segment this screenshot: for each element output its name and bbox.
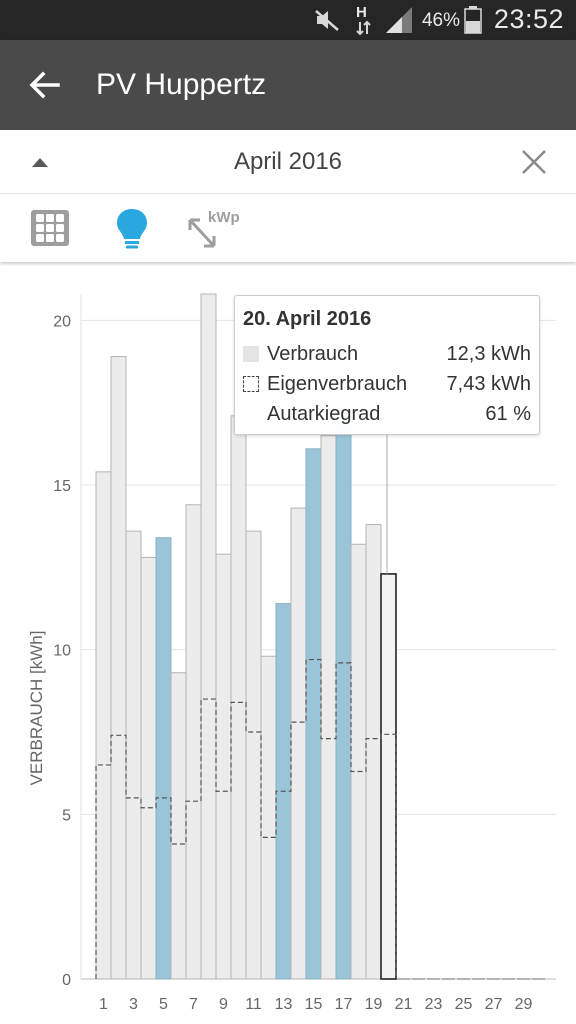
month-label[interactable]: April 2016 xyxy=(233,148,343,175)
tooltip-row-self-consumption: Eigenverbrauch 7,43 kWh xyxy=(243,371,531,397)
battery-icon xyxy=(464,6,482,34)
consumption-bar xyxy=(125,530,142,980)
consumption-chart: 0 5 10 15 20 1 3 5 7 9 11 13 15 17 19 21 23 25 27 29 VERBRA… xyxy=(0,270,576,1024)
x-tick-label: 3 xyxy=(129,996,138,1013)
x-tick-label: 13 xyxy=(275,996,293,1013)
x-tick-label: 21 xyxy=(395,996,413,1013)
tooltip-row-self-sufficiency: Autarkiegrad 61 % xyxy=(243,401,531,427)
x-tick-label: 1 xyxy=(99,996,108,1013)
battery-percent: 46% xyxy=(421,10,460,31)
page-title: PV Huppertz xyxy=(96,68,267,101)
consumption-bar xyxy=(365,524,382,980)
consumption-bar xyxy=(380,573,397,980)
app-bar: PV Huppertz xyxy=(0,40,576,130)
consumption-bar xyxy=(170,672,187,980)
consumption-bar xyxy=(185,504,202,980)
consumption-bar xyxy=(335,408,352,980)
consumption-bar xyxy=(110,356,127,980)
tooltip-title: 20. April 2016 xyxy=(243,308,372,330)
close-icon[interactable] xyxy=(520,148,548,176)
consumption-bar xyxy=(260,655,277,980)
x-tick-label: 11 xyxy=(245,996,262,1013)
month-selector: April 2016 xyxy=(0,130,576,194)
self-consumption-swatch xyxy=(243,376,259,392)
kwp-label: kWp xyxy=(208,209,240,226)
tooltip-label: Verbrauch xyxy=(267,343,359,365)
status-bar: H 46% 23:52 xyxy=(0,0,576,40)
consumption-bar xyxy=(140,556,157,980)
x-tick-label: 27 xyxy=(485,996,503,1013)
tooltip-label: Eigenverbrauch xyxy=(267,373,408,395)
lightbulb-icon[interactable] xyxy=(110,206,154,250)
consumption-swatch xyxy=(243,346,259,362)
y-tick-label: 20 xyxy=(53,313,71,330)
tooltip-label: Autarkiegrad xyxy=(267,403,381,425)
day-tooltip: 20. April 2016 Verbrauch 12,3 kWh Eigenv… xyxy=(234,295,540,435)
consumption-bar xyxy=(290,507,307,980)
x-tick-label: 25 xyxy=(455,996,473,1013)
x-tick-label: 15 xyxy=(305,996,323,1013)
consumption-bar xyxy=(320,435,337,980)
consumption-bar xyxy=(350,543,367,980)
y-axis-label: VERBRAUCH [kWh] xyxy=(27,631,46,786)
consumption-bar xyxy=(95,471,112,980)
arrow-left-icon[interactable] xyxy=(28,68,62,102)
x-tick-label: 17 xyxy=(335,996,353,1013)
x-tick-label: 19 xyxy=(365,996,383,1013)
tooltip-value: 61 % xyxy=(485,403,531,425)
x-tick-label: 23 xyxy=(425,996,443,1013)
x-tick-label: 29 xyxy=(515,996,533,1013)
tooltip-row-consumption: Verbrauch 12,3 kWh xyxy=(243,341,531,367)
y-tick-label: 5 xyxy=(62,807,71,824)
network-type-label: H xyxy=(356,4,367,21)
consumption-bar xyxy=(230,415,247,980)
tooltip-value: 7,43 kWh xyxy=(446,373,531,395)
consumption-bar xyxy=(215,553,232,980)
clock: 23:52 xyxy=(493,4,564,34)
solar-panel-icon[interactable] xyxy=(28,206,72,250)
consumption-bar xyxy=(245,530,262,980)
data-transfer-icon xyxy=(356,20,371,36)
consumption-bar xyxy=(155,537,172,980)
y-tick-label: 0 xyxy=(62,972,71,989)
chart-toolbar: kWp xyxy=(0,194,576,262)
x-tick-label: 7 xyxy=(189,996,198,1013)
consumption-bar xyxy=(305,448,322,980)
x-tick-label: 5 xyxy=(159,996,168,1013)
triangle-up-icon[interactable] xyxy=(28,154,52,170)
signal-icon xyxy=(386,7,412,33)
consumption-bar xyxy=(200,293,217,980)
y-tick-label: 15 xyxy=(53,478,71,495)
x-tick-label: 9 xyxy=(219,996,228,1013)
tooltip-value: 12,3 kWh xyxy=(446,343,531,365)
y-tick-label: 10 xyxy=(53,643,71,660)
kwp-scale-icon[interactable]: kWp xyxy=(184,206,248,250)
mute-icon xyxy=(315,10,339,31)
